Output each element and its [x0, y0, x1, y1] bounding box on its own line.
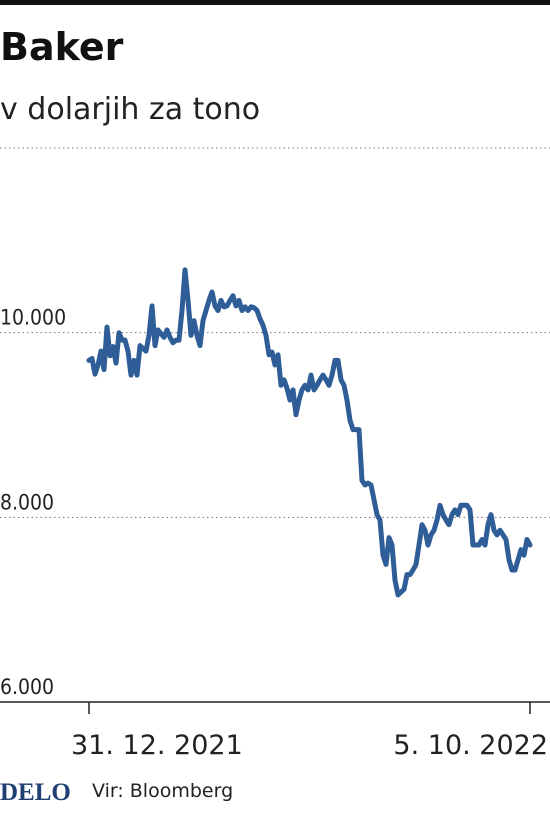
price-line — [86, 267, 533, 598]
top-bar — [0, 0, 550, 5]
brand: DELO — [0, 779, 71, 806]
y-tick-label: 10.000 — [0, 306, 66, 330]
chart-subtitle: v dolarjih za tono — [0, 92, 260, 127]
chart-title: Baker — [0, 25, 124, 69]
y-tick-label: 6.000 — [0, 675, 54, 699]
x-tick-label: 31. 12. 2021 — [71, 730, 243, 761]
source: Vir: Bloomberg — [92, 780, 233, 802]
x-tick-label: 5. 10. 2022 — [393, 730, 548, 761]
y-tick-label: 8.000 — [0, 490, 54, 514]
